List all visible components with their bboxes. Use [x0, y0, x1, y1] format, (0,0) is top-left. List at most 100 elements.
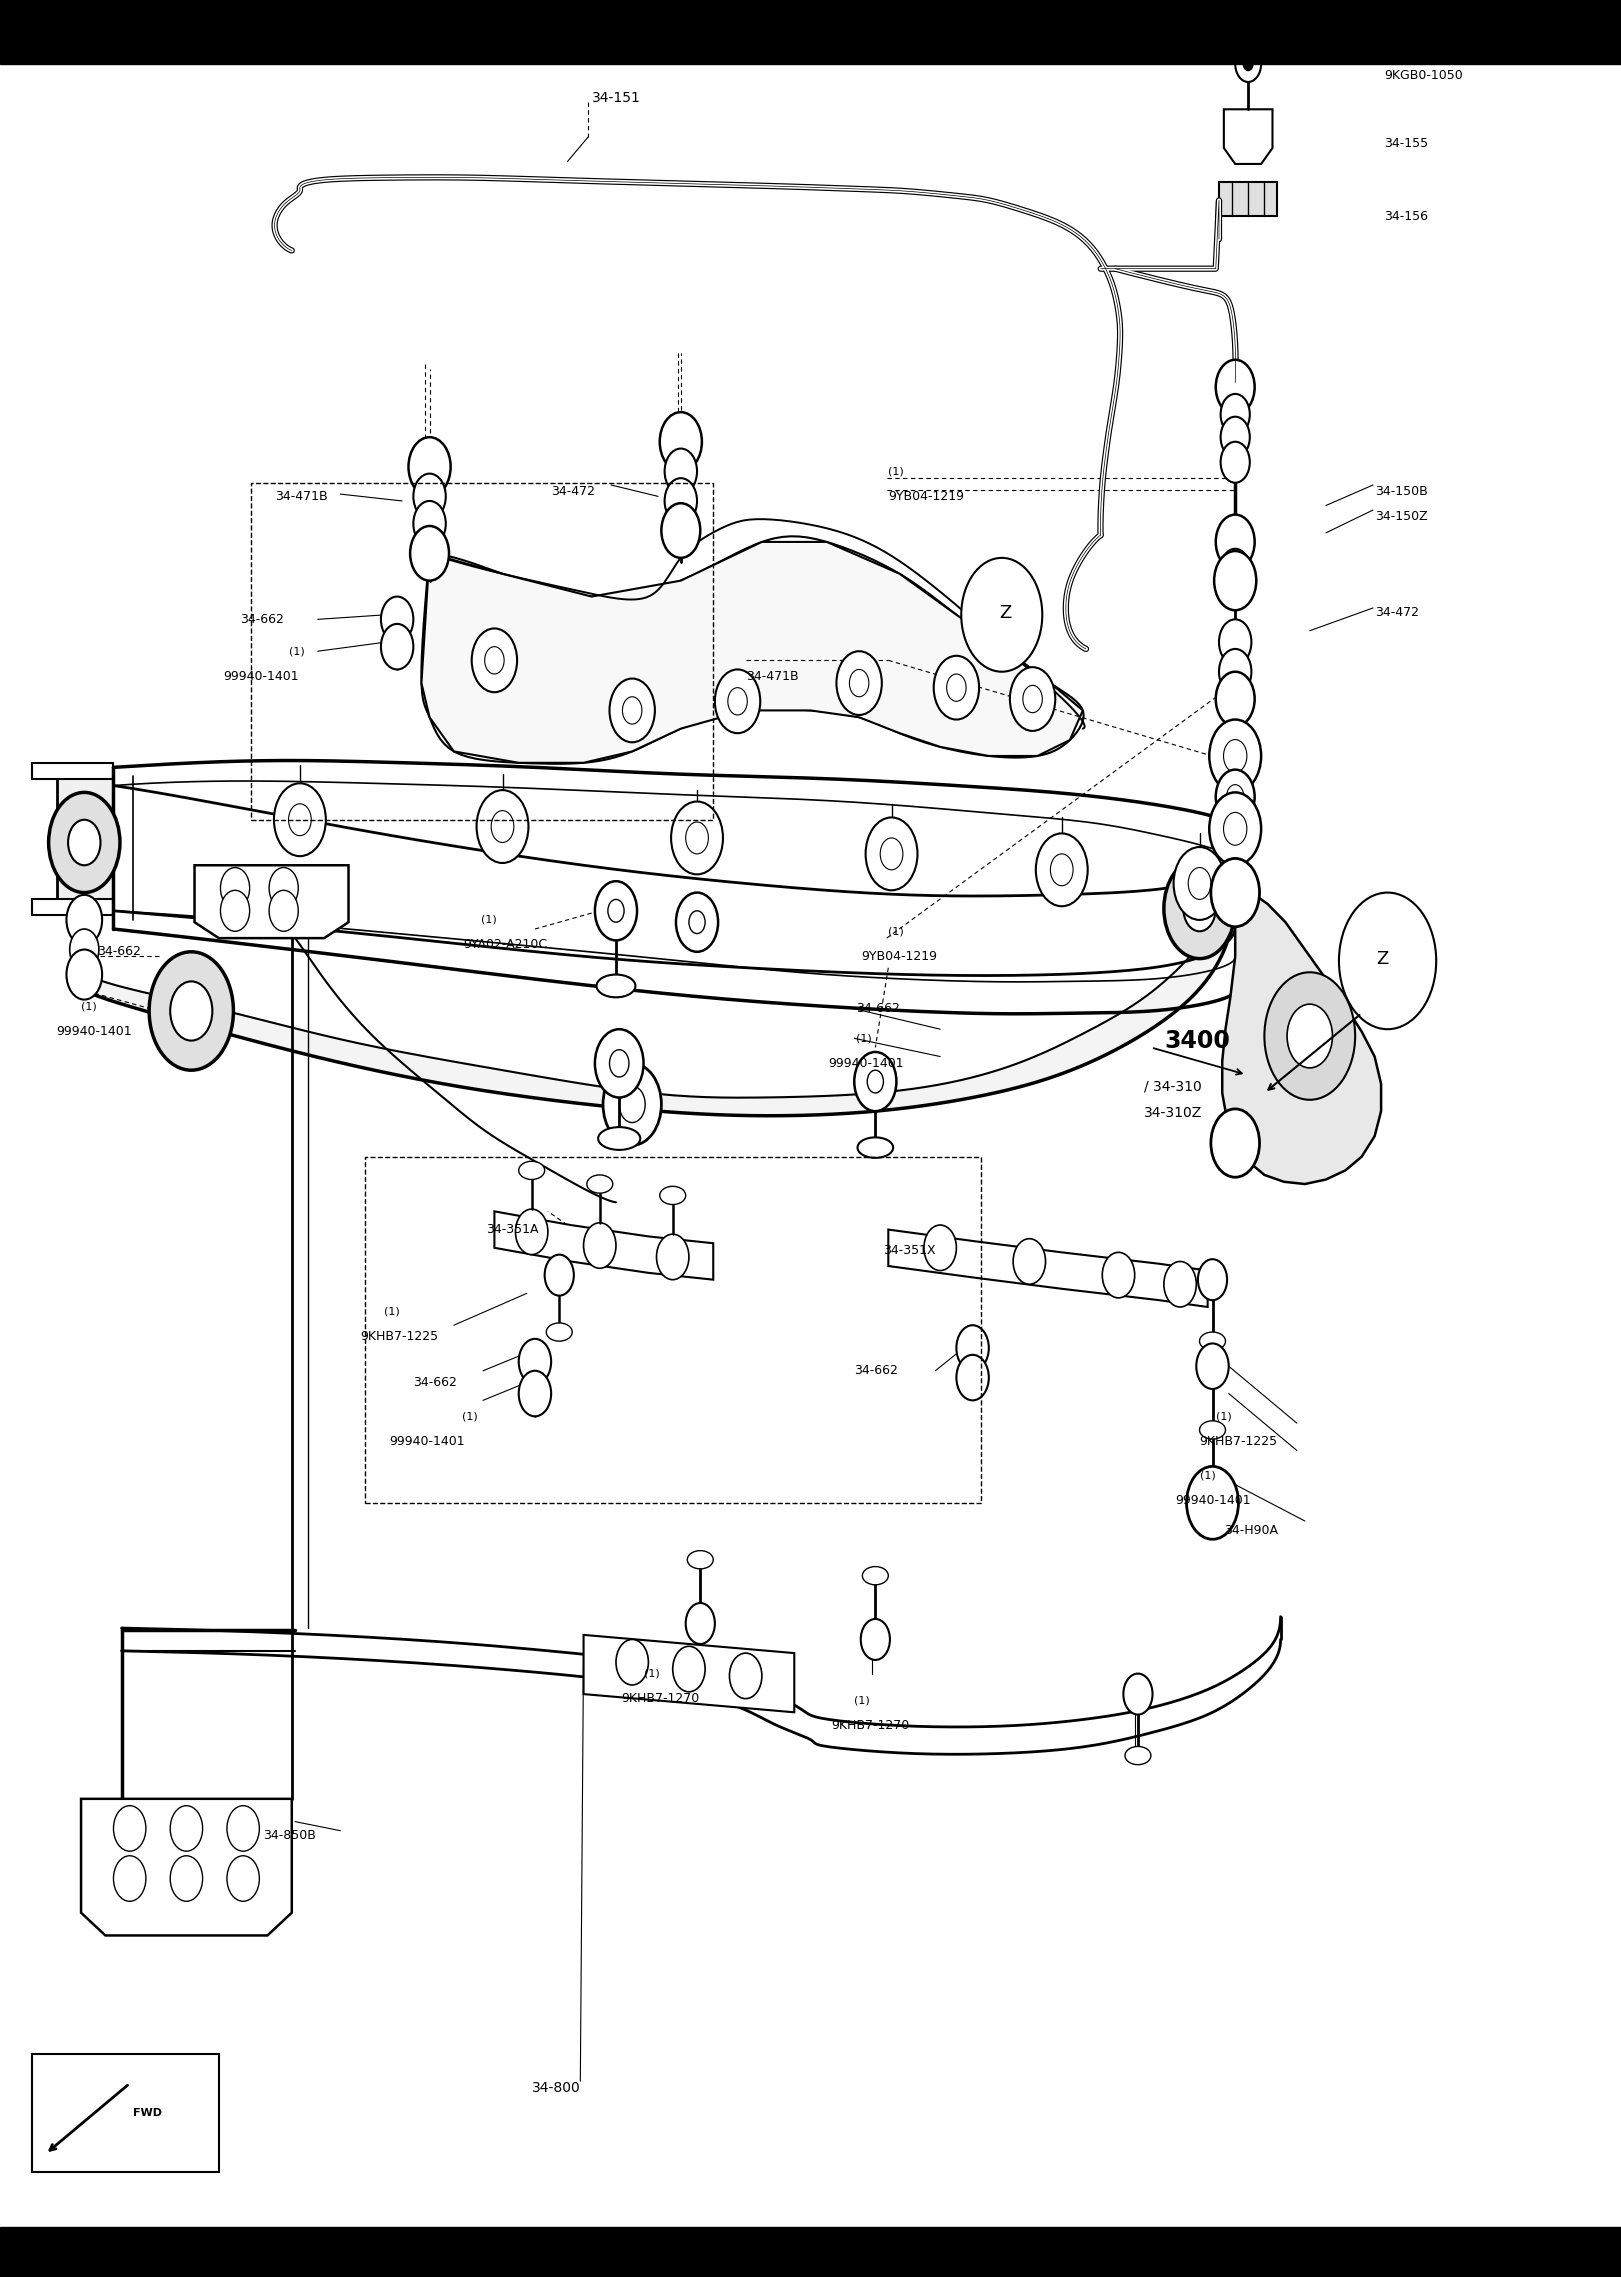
Circle shape	[665, 449, 697, 494]
Circle shape	[1211, 858, 1260, 927]
Text: / 34-310: / 34-310	[1144, 1079, 1203, 1093]
Text: (1): (1)	[1200, 1471, 1216, 1480]
Circle shape	[686, 822, 708, 854]
Circle shape	[1102, 1252, 1135, 1298]
Text: (1): (1)	[81, 1002, 97, 1011]
Circle shape	[673, 1646, 705, 1692]
Text: Z: Z	[1376, 950, 1389, 968]
Text: 9KHB7-1270: 9KHB7-1270	[621, 1692, 699, 1705]
Circle shape	[595, 1029, 644, 1098]
Circle shape	[608, 899, 624, 922]
Circle shape	[515, 1209, 548, 1255]
Text: 9KHB7-1225: 9KHB7-1225	[1200, 1435, 1277, 1448]
Circle shape	[861, 1619, 890, 1660]
Circle shape	[934, 656, 979, 720]
Circle shape	[149, 952, 233, 1070]
Circle shape	[1023, 685, 1042, 713]
Circle shape	[413, 501, 446, 546]
Circle shape	[1221, 770, 1250, 811]
Text: (1): (1)	[481, 915, 498, 924]
Text: (1): (1)	[1216, 1412, 1232, 1421]
Circle shape	[947, 674, 966, 701]
Circle shape	[729, 1653, 762, 1699]
Text: 9KHB7-1225: 9KHB7-1225	[360, 1330, 438, 1343]
Circle shape	[665, 478, 697, 524]
Ellipse shape	[687, 1551, 713, 1569]
Circle shape	[49, 792, 120, 893]
Polygon shape	[32, 899, 113, 915]
Bar	[32, 2054, 219, 2172]
Text: (2): (2)	[1368, 43, 1384, 52]
Circle shape	[622, 697, 642, 724]
Circle shape	[1164, 1261, 1196, 1307]
Text: 34-662: 34-662	[413, 1375, 457, 1389]
Bar	[365, 1157, 981, 1503]
Text: 9YA02-A210C: 9YA02-A210C	[464, 938, 548, 952]
Circle shape	[220, 868, 250, 909]
Ellipse shape	[1200, 1421, 1225, 1439]
Circle shape	[689, 911, 705, 934]
Circle shape	[1227, 786, 1243, 808]
Circle shape	[269, 890, 298, 931]
Circle shape	[1221, 417, 1250, 458]
Text: 34-151: 34-151	[592, 91, 640, 105]
Circle shape	[269, 868, 298, 909]
Circle shape	[408, 437, 451, 496]
Circle shape	[70, 929, 99, 970]
Circle shape	[1164, 858, 1235, 959]
Text: 34-150B: 34-150B	[1375, 485, 1428, 499]
Circle shape	[603, 1063, 661, 1145]
Circle shape	[661, 503, 700, 558]
Text: 34-150Z: 34-150Z	[1375, 510, 1426, 524]
Circle shape	[1214, 551, 1256, 610]
Circle shape	[485, 647, 504, 674]
Text: FWD: FWD	[133, 2109, 162, 2118]
Text: (1): (1)	[888, 927, 905, 936]
Circle shape	[961, 558, 1042, 672]
Text: 34-471B: 34-471B	[746, 669, 798, 683]
Circle shape	[1198, 1259, 1227, 1300]
Circle shape	[66, 950, 102, 1000]
Circle shape	[66, 895, 102, 945]
Circle shape	[1216, 735, 1255, 790]
Circle shape	[220, 890, 250, 931]
Polygon shape	[494, 1211, 713, 1280]
Circle shape	[1287, 1004, 1332, 1068]
Text: 99940-1401: 99940-1401	[389, 1435, 465, 1448]
Circle shape	[595, 881, 637, 940]
Text: 34-662: 34-662	[854, 1364, 898, 1378]
Circle shape	[1216, 672, 1255, 726]
Ellipse shape	[519, 1161, 545, 1179]
Circle shape	[113, 1856, 146, 1901]
Circle shape	[1264, 972, 1355, 1100]
Ellipse shape	[1200, 1332, 1225, 1350]
Text: 34-471B: 34-471B	[276, 490, 327, 503]
Text: 99940-1401: 99940-1401	[828, 1057, 905, 1070]
Text: 99940-1401: 99940-1401	[1175, 1494, 1251, 1507]
Circle shape	[1243, 57, 1253, 71]
Bar	[0, 2227, 1621, 2277]
Circle shape	[519, 1371, 551, 1416]
Ellipse shape	[597, 975, 635, 997]
Circle shape	[1221, 549, 1250, 590]
Text: 34-662: 34-662	[240, 613, 284, 626]
Circle shape	[1174, 847, 1225, 920]
Circle shape	[676, 893, 718, 952]
Circle shape	[227, 1856, 259, 1901]
Circle shape	[472, 628, 517, 692]
Circle shape	[849, 669, 869, 697]
Text: (1): (1)	[644, 1669, 660, 1678]
Text: 34-850B: 34-850B	[263, 1828, 316, 1842]
Text: 34-H90A: 34-H90A	[1224, 1523, 1277, 1537]
Text: 34-800: 34-800	[532, 2081, 580, 2095]
Polygon shape	[888, 1230, 1208, 1307]
Polygon shape	[32, 763, 113, 779]
Text: Z: Z	[999, 603, 1012, 622]
Ellipse shape	[587, 1175, 613, 1193]
Ellipse shape	[546, 1323, 572, 1341]
Text: 34-155: 34-155	[1384, 137, 1428, 150]
Text: 34-156: 34-156	[1384, 209, 1428, 223]
Ellipse shape	[598, 1127, 640, 1150]
Polygon shape	[584, 1635, 794, 1712]
Circle shape	[170, 1806, 203, 1851]
